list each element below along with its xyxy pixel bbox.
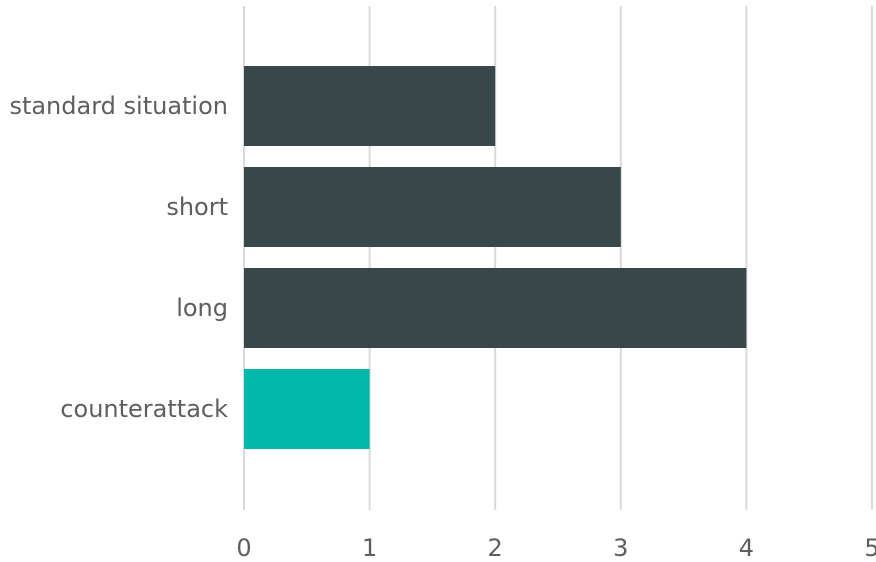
bar-counterattack[interactable] [244,369,370,449]
x-tick-label-2: 2 [488,534,503,562]
x-tick-label-1: 1 [362,534,377,562]
x-tick-labels: 0 1 2 3 4 5 [236,534,876,562]
bars [244,66,747,449]
category-label-long: long [176,294,228,322]
x-tick-label-5: 5 [864,534,876,562]
category-label-counterattack: counterattack [60,395,228,423]
category-labels: standard situation short long counterattack [9,92,228,423]
x-tick-label-4: 4 [739,534,754,562]
x-tick-label-0: 0 [236,534,251,562]
bar-standard-situation[interactable] [244,66,496,146]
category-label-short: short [166,193,228,221]
bar-short[interactable] [244,167,621,247]
bar-long[interactable] [244,268,747,348]
category-label-standard-situation: standard situation [9,92,228,120]
x-tick-label-3: 3 [613,534,628,562]
